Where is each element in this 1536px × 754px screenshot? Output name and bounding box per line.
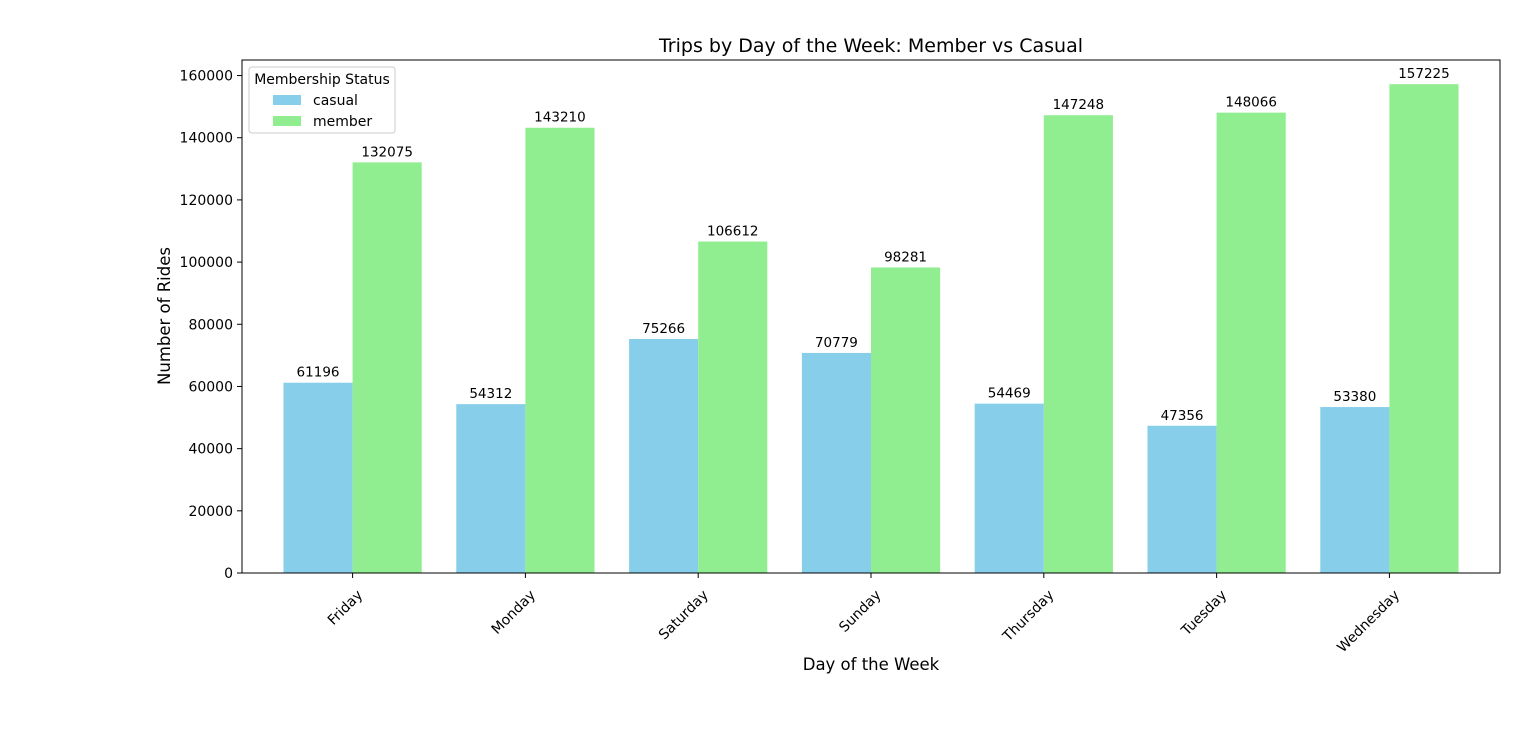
bar-casual-sunday <box>801 352 871 573</box>
y-axis: 0 20000 40000 60000 80000 100000 120000 140000 1… <box>180 69 242 582</box>
data-label-member-monday: 143210 <box>534 110 586 126</box>
bar-member-friday <box>352 162 422 573</box>
data-label-casual-friday: 61196 <box>297 365 340 381</box>
y-tick-label: 40000 <box>188 442 233 458</box>
data-label-casual-tuesday: 47356 <box>1161 408 1204 424</box>
x-tick-label-monday: Monday <box>489 587 539 637</box>
data-label-casual-thursday: 54469 <box>988 386 1031 402</box>
bar-member-tuesday <box>1216 112 1286 573</box>
data-label-casual-sunday: 70779 <box>815 335 858 351</box>
bar-casual-wednesday <box>1320 407 1390 573</box>
x-axis: Friday Monday Saturday Sunday Thursday Tuesda… <box>325 573 1403 656</box>
x-tick-label-friday: Friday <box>325 587 366 628</box>
data-label-casual-wednesday: 53380 <box>1333 389 1376 405</box>
bar-casual-tuesday <box>1147 425 1217 573</box>
bar-casual-saturday <box>629 338 699 573</box>
legend-swatch-casual <box>273 95 301 105</box>
x-axis-title: Day of the Week <box>803 655 940 674</box>
y-tick-label: 120000 <box>180 193 233 209</box>
legend-swatch-member <box>273 116 301 126</box>
chart-title: Trips by Day of the Week: Member vs Casu… <box>658 35 1083 57</box>
data-label-casual-monday: 54312 <box>469 386 512 402</box>
data-label-member-thursday: 147248 <box>1053 97 1105 113</box>
y-tick-label: 140000 <box>180 131 233 147</box>
y-tick-label: 20000 <box>188 504 233 520</box>
bars-group <box>283 84 1459 574</box>
data-label-member-wednesday: 157225 <box>1398 66 1450 82</box>
x-tick-label-wednesday: Wednesday <box>1334 587 1403 656</box>
data-label-casual-saturday: 75266 <box>642 321 685 337</box>
data-label-member-friday: 132075 <box>361 144 413 160</box>
data-label-member-tuesday: 148066 <box>1225 95 1277 111</box>
legend: Membership Status casual member <box>248 66 396 134</box>
bar-member-monday <box>525 127 595 573</box>
y-tick-label: 60000 <box>188 379 233 395</box>
y-tick-label: 0 <box>224 566 233 582</box>
legend-label-casual: casual <box>313 93 358 109</box>
data-label-member-sunday: 98281 <box>884 249 927 265</box>
x-tick-label-saturday: Saturday <box>656 587 712 643</box>
bar-member-wednesday <box>1389 84 1459 573</box>
bar-member-saturday <box>698 241 768 573</box>
y-tick-label: 80000 <box>188 317 233 333</box>
legend-title: Membership Status <box>254 72 390 88</box>
data-labels-group: 61196 132075 54312 143210 75266 106612 70779 98… <box>297 66 1450 424</box>
data-label-member-saturday: 106612 <box>707 224 759 240</box>
bar-member-thursday <box>1043 115 1113 574</box>
x-tick-label-tuesday: Tuesday <box>1178 587 1230 639</box>
bar-casual-monday <box>456 404 526 573</box>
y-axis-title: Number of Rides <box>155 247 174 385</box>
bar-casual-thursday <box>974 403 1044 573</box>
bar-member-sunday <box>871 267 941 573</box>
legend-label-member: member <box>313 114 372 130</box>
x-tick-label-sunday: Sunday <box>836 587 884 635</box>
bar-casual-friday <box>283 382 353 573</box>
y-tick-label: 100000 <box>180 255 233 271</box>
y-tick-label: 160000 <box>180 69 233 85</box>
x-tick-label-thursday: Thursday <box>999 587 1057 645</box>
